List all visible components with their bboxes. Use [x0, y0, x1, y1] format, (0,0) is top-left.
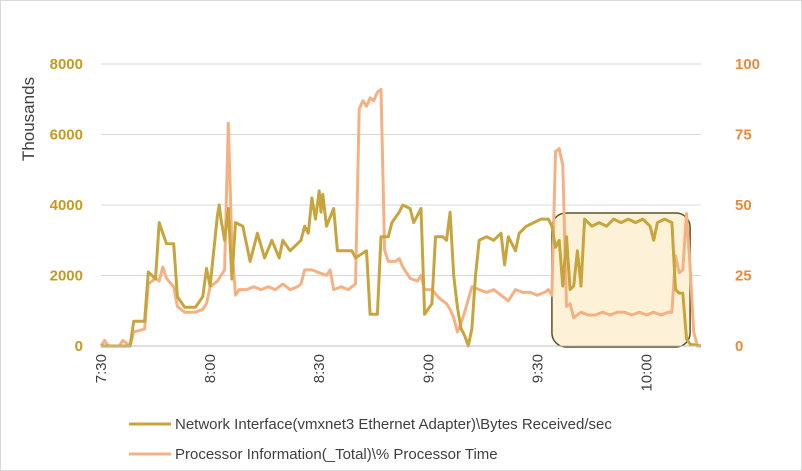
y-right-tick-label: 50 — [735, 197, 752, 214]
y-left-tick-label: 0 — [75, 338, 83, 355]
x-tick-label: 7:30 — [93, 354, 110, 383]
y-left-tick-label: 6000 — [50, 127, 83, 144]
series-line-processor — [99, 87, 701, 348]
y-left-tick-label: 8000 — [50, 56, 83, 73]
x-tick-label: 8:30 — [311, 354, 328, 383]
y-axis-left-title: Thousands — [19, 77, 38, 161]
highlight-box — [551, 212, 691, 348]
x-tick-label: 9:30 — [529, 354, 546, 383]
legend: Network Interface(vmxnet3 Ethernet Adapt… — [129, 416, 612, 463]
series-layer — [99, 87, 702, 348]
highlight-layer — [551, 212, 691, 348]
x-tick-label: 9:00 — [420, 354, 437, 383]
y-right-tick-label: 0 — [735, 338, 743, 355]
y-right-tick-label: 75 — [735, 127, 752, 144]
axes: 0 0 2000 25 4000 50 6000 75 8000 100 7:30 8:00 8:30 9… — [50, 56, 760, 392]
y-left-tick-label: 2000 — [50, 268, 83, 285]
x-tick-label: 10:00 — [638, 354, 655, 392]
y-right-tick-label: 100 — [735, 56, 760, 73]
legend-label-processor: Processor Information(_Total)\% Processo… — [175, 446, 498, 463]
legend-label-network: Network Interface(vmxnet3 Ethernet Adapt… — [175, 416, 612, 433]
x-tick-label: 8:00 — [202, 354, 219, 383]
y-left-tick-label: 4000 — [50, 197, 83, 214]
series-line-network — [101, 189, 702, 348]
y-right-tick-label: 25 — [735, 268, 752, 285]
